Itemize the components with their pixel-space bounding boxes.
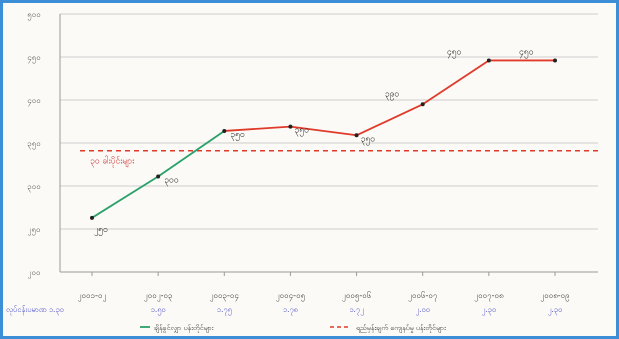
y-tick-label: ၃၀၀	[27, 182, 41, 193]
data-point	[156, 174, 161, 179]
x-category-label: ၂၀၀၇-၀၈	[474, 291, 503, 302]
legend-label: ရည်မှန်းချက် ကျေနပ်မှု ပန်းတိုင်များ	[356, 324, 446, 333]
reference-line-label: ၃၀ ခါးပိုင်းများ	[90, 156, 135, 168]
sub-row-value: ၁.၅၀	[151, 305, 166, 315]
legend: ချိန်ခွင်လျှာ ပန်းတိုင်များ ရည်မှန်းချက် …	[140, 324, 446, 333]
data-point	[420, 102, 425, 107]
y-tick-label: ၅၀၀	[27, 10, 41, 21]
series-segment	[157, 130, 225, 178]
series-segment	[422, 59, 490, 106]
series-segment	[290, 125, 357, 137]
data-point	[354, 133, 359, 138]
x-category-label: ၂၀၀၂-၀၃	[144, 291, 173, 302]
sub-row-value: ၂.၀၀	[415, 305, 430, 315]
y-tick-label: ၄၅၀	[27, 53, 41, 64]
sub-row-label: လုပ်ငန်းပမာဏ ၁.၃၀	[6, 305, 64, 315]
x-category-label: ၂၀၀၃-၀၄	[210, 291, 239, 302]
data-point	[222, 128, 227, 133]
data-label: ၄၅၀	[447, 47, 461, 58]
series-segment	[91, 175, 159, 219]
x-category-label: ၂၀၀၅-၀၆	[342, 290, 371, 302]
data-point	[288, 124, 293, 129]
sub-row-value: ၁.၇၈	[283, 305, 298, 315]
data-label: ၃၉၀	[385, 89, 399, 100]
y-tick-label: ၂၀၀	[28, 268, 41, 279]
data-point	[90, 215, 94, 220]
series-segment	[224, 125, 291, 132]
y-tick-label: ၂၅၀	[28, 225, 41, 236]
data-point	[486, 58, 491, 63]
y-tick-label: ၄၀၀	[27, 96, 41, 107]
sub-row-value: ၂.၃၀	[548, 305, 563, 315]
data-label: ၃၅၀	[361, 134, 375, 145]
y-tick-label: ၃၅၀	[27, 139, 41, 150]
data-label: ၄၅၀	[519, 47, 533, 58]
reference-line-group: ၃၀ ခါးပိုင်းများ	[80, 150, 598, 168]
legend-label: ချိန်ခွင်လျှာ ပန်းတိုင်များ	[154, 324, 214, 333]
data-point	[553, 58, 557, 63]
series-segment	[356, 103, 424, 137]
sub-row-value: ၂.၃၀	[482, 305, 497, 315]
data-label: ၃၅၀	[294, 126, 308, 137]
data-label: ၂၅၀	[94, 225, 108, 236]
series-points	[90, 58, 557, 220]
x-category-label: ၂၀၀၈-၀၉	[540, 291, 569, 302]
data-label: ၃၅၀	[230, 130, 244, 141]
data-label: ၃၀၀	[164, 176, 178, 187]
sub-row-value: ၁.၇၅	[217, 305, 232, 315]
series-lines	[91, 59, 555, 219]
x-category-label: ၂၀၀၁-၀၂	[78, 291, 107, 302]
x-axis: ၂၀၀၁-၀၂ ၂၀၀၂-၀၃၁.၅၀ ၂၀၀၃-၀၄၁.၇၅ ၂၀၀၄-၀၅၁.၇၈…	[6, 272, 570, 315]
gridlines	[60, 13, 598, 273]
sub-row-value: ၁.၇၂	[349, 305, 364, 315]
x-category-label: ၂၀၀၄-၀၅	[276, 291, 305, 302]
x-category-label: ၂၀၀၆-၀၇	[408, 290, 437, 302]
